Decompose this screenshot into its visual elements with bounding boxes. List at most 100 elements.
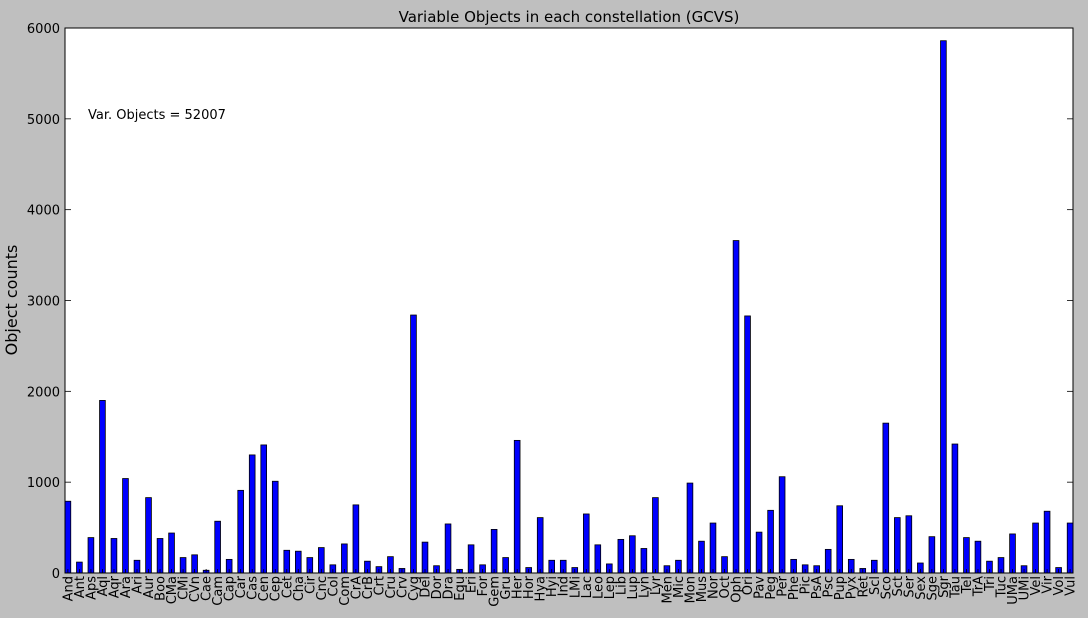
y-tick-label: 2000 bbox=[27, 385, 60, 400]
bar-boo bbox=[156, 538, 164, 574]
bar-cyg bbox=[410, 314, 417, 574]
x-tick-label: PsA bbox=[810, 576, 825, 599]
bar-ori bbox=[744, 315, 751, 574]
x-tick-label: Dor bbox=[430, 575, 445, 599]
bar-sgr bbox=[940, 40, 947, 574]
x-tick-label: Cep bbox=[269, 576, 284, 601]
x-tick-label: CrA bbox=[349, 576, 364, 599]
x-tick-label: Ari bbox=[131, 576, 146, 594]
x-tick-label: CMa bbox=[165, 576, 180, 604]
x-tick-label: CMi bbox=[177, 576, 192, 600]
x-tick-label: Cir bbox=[303, 575, 318, 594]
x-tick-label: Cyg bbox=[407, 576, 422, 601]
plot-frame bbox=[64, 27, 1074, 574]
bar-oph bbox=[732, 240, 740, 574]
x-tick-label: Sct bbox=[891, 576, 906, 597]
x-tick-label: Mic bbox=[672, 576, 687, 598]
x-tick-label: Ori bbox=[741, 576, 756, 595]
bar-uma bbox=[1009, 533, 1016, 574]
bar-cas bbox=[248, 454, 256, 574]
x-tick-label: Sge bbox=[925, 576, 940, 601]
bar-lup bbox=[629, 535, 636, 574]
x-tick-label: Car bbox=[234, 575, 249, 598]
x-tick-label: Col bbox=[326, 576, 341, 597]
bar-lyr bbox=[652, 497, 659, 574]
x-tick-label: Del bbox=[419, 576, 434, 598]
bar-aps bbox=[87, 537, 95, 574]
x-tick-label: Crt bbox=[372, 576, 387, 596]
y-tick-label: 6000 bbox=[27, 22, 60, 37]
x-tick-label: Tuc bbox=[995, 576, 1010, 598]
x-tick-label: And bbox=[61, 576, 76, 601]
x-tick-label: Cas bbox=[246, 576, 261, 600]
plot-area bbox=[65, 28, 1073, 573]
bar-hya bbox=[536, 517, 544, 574]
y-tick-label: 3000 bbox=[27, 295, 60, 310]
x-tick-label: Vol bbox=[1052, 576, 1067, 595]
x-tick-label: Oph bbox=[730, 576, 745, 603]
x-tick-label: Ser bbox=[902, 575, 917, 597]
bar-aqr bbox=[110, 538, 118, 574]
x-tick-label: Aur bbox=[142, 575, 157, 598]
x-tick-label: Men bbox=[660, 576, 675, 603]
x-tick-label: Ara bbox=[119, 576, 134, 598]
x-tick-label: Sex bbox=[914, 576, 929, 600]
x-tick-label: Tau bbox=[948, 576, 963, 599]
x-tick-label: Lib bbox=[614, 576, 629, 595]
x-tick-label: Lyr bbox=[649, 575, 664, 595]
x-tick-label: Eri bbox=[465, 576, 480, 593]
x-tick-label: Pyx bbox=[845, 576, 860, 600]
bar-pup bbox=[836, 505, 844, 574]
x-tick-label: Cnc bbox=[315, 576, 330, 600]
x-tick-label: Sgr bbox=[937, 575, 952, 598]
y-axis: 0 1000 2000 3000 4000 5000 6000 bbox=[27, 22, 1073, 582]
x-tick-label: Pav bbox=[753, 576, 768, 599]
x-tick-label: Vir bbox=[1041, 575, 1056, 593]
x-tick-label: Mus bbox=[695, 576, 710, 602]
x-tick-label: Sco bbox=[879, 576, 894, 599]
bar-cra bbox=[352, 504, 360, 574]
x-tick-label: Nor bbox=[707, 575, 722, 599]
x-tick-label: Hor bbox=[522, 575, 537, 599]
bar-cma bbox=[168, 532, 175, 574]
bar-gem bbox=[490, 529, 498, 574]
bar-cen bbox=[260, 444, 267, 574]
y-tick-label: 1000 bbox=[27, 476, 60, 491]
bar-mon bbox=[686, 482, 694, 574]
x-tick-label: For bbox=[476, 575, 491, 596]
x-tick-label: LMi bbox=[568, 576, 583, 598]
x-tick-label: Com bbox=[338, 576, 353, 606]
x-tick-label: Crv bbox=[395, 576, 410, 598]
x-tick-label: Ant bbox=[73, 576, 88, 598]
x-tick-label: Gru bbox=[499, 576, 514, 600]
x-tick-label: TrA bbox=[971, 576, 986, 597]
chart-title: Variable Objects in each constellation (… bbox=[399, 8, 740, 26]
x-tick-label: Cae bbox=[200, 576, 215, 601]
bar-mus bbox=[698, 540, 705, 574]
x-tick-label: Tri bbox=[983, 576, 998, 592]
x-tick-label: Ret bbox=[856, 576, 871, 598]
x-tick-label: Cha bbox=[292, 576, 307, 601]
x-tick-label: Lyn bbox=[637, 576, 652, 598]
bar-nor bbox=[709, 522, 717, 574]
x-tick-label: Per bbox=[776, 575, 791, 596]
bar-com bbox=[341, 543, 348, 574]
x-tick-label: Lup bbox=[626, 576, 641, 600]
x-tick-label: Phe bbox=[787, 576, 802, 600]
x-tick-label: Tel bbox=[960, 576, 975, 594]
x-tick-label: Equ bbox=[453, 576, 468, 601]
y-tick-label: 4000 bbox=[27, 204, 60, 219]
bar-ser bbox=[905, 515, 913, 574]
x-tick-label: Gem bbox=[488, 576, 503, 607]
x-tick-label: UMi bbox=[1018, 576, 1033, 600]
bar-sco bbox=[882, 422, 890, 574]
x-tick-label: Cen bbox=[257, 576, 272, 601]
bar-tel bbox=[963, 537, 970, 574]
y-tick-label: 0 bbox=[52, 567, 60, 582]
bar-aql bbox=[99, 400, 106, 574]
x-tick-label: UMa bbox=[1006, 576, 1021, 605]
x-tick-label: Leo bbox=[591, 576, 606, 599]
bar-leo bbox=[594, 544, 602, 574]
bar-lac bbox=[583, 513, 590, 574]
total-count-annotation: Var. Objects = 52007 bbox=[88, 108, 226, 123]
